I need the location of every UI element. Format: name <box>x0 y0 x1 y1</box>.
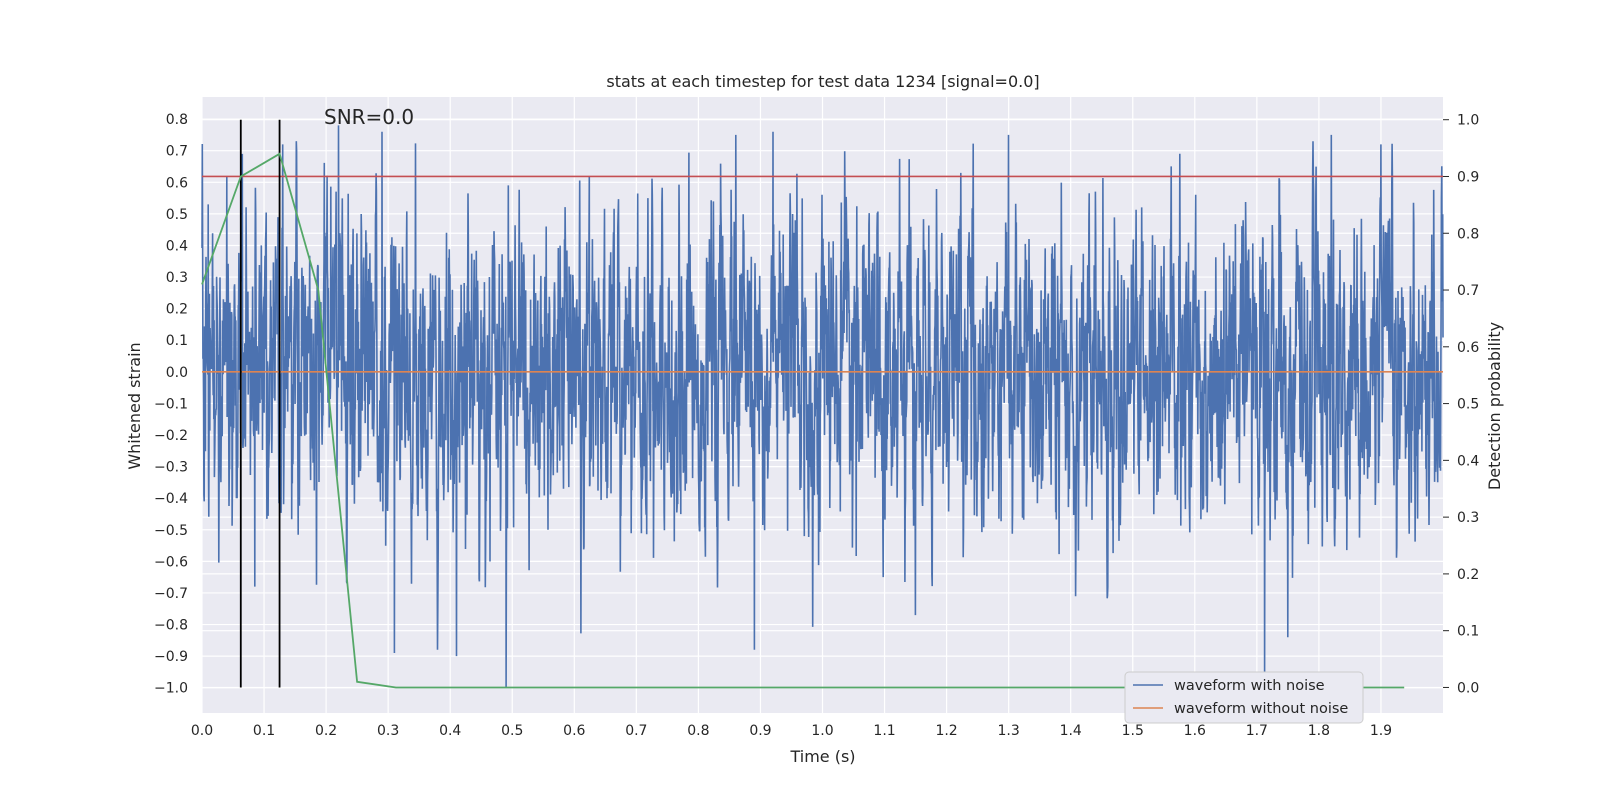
y2-tick-label: 0.6 <box>1457 340 1479 356</box>
y-tick-label: −0.2 <box>154 428 188 444</box>
y2-tick-label: 0.1 <box>1457 624 1479 640</box>
noisy-waveform-line <box>201 125 1444 688</box>
x-tick-label: 1.8 <box>1308 723 1330 739</box>
y-tick-label: 0.5 <box>166 207 188 223</box>
y2-tick-label: 1.0 <box>1457 113 1479 129</box>
y2-tick-label: 0.8 <box>1457 226 1479 242</box>
y2-tick-label: 0.0 <box>1457 680 1479 696</box>
y-tick-label: 0.0 <box>166 365 188 381</box>
y-tick-label: −0.1 <box>154 396 188 412</box>
x-tick-label: 0.4 <box>439 723 461 739</box>
y-axis-label: Whitened strain <box>125 342 144 469</box>
y-tick-label: −1.0 <box>154 681 188 697</box>
y-tick-label: −0.8 <box>154 618 188 634</box>
y-tick-label: 0.1 <box>166 333 188 349</box>
y-tick-label: 0.7 <box>166 144 188 160</box>
y-tick-labels: 0.8 0.7 0.6 0.5 0.4 0.3 0.2 0.1 0.0 −0.1 −0.2 −0.3 −… <box>154 112 188 697</box>
x-tick-label: 0.2 <box>315 723 337 739</box>
x-tick-label: 1.4 <box>1060 723 1082 739</box>
x-tick-label: 1.2 <box>935 723 957 739</box>
x-tick-label: 0.3 <box>377 723 399 739</box>
x-tick-labels: 0.0 0.1 0.2 0.3 0.4 0.5 0.6 0.7 0.8 0.9 1.0 1.1 1.2 1… <box>191 723 1392 739</box>
legend-label-clean: waveform without noise <box>1174 701 1348 717</box>
series-waveform-with-noise <box>201 125 1444 688</box>
x-tick-label: 1.9 <box>1370 723 1392 739</box>
y2-tick-label: 0.4 <box>1457 453 1479 469</box>
x-axis-label: Time (s) <box>789 747 855 766</box>
y-tick-label: −0.4 <box>154 491 188 507</box>
x-tick-label: 1.1 <box>873 723 895 739</box>
y-tick-label: 0.3 <box>166 270 188 286</box>
x-tick-label: 0.7 <box>625 723 647 739</box>
x-tick-label: 0.9 <box>749 723 771 739</box>
probability-line <box>201 152 1405 689</box>
peak-markers <box>239 119 281 688</box>
y2-tick-label: 0.5 <box>1457 397 1479 413</box>
series-detection-probability <box>201 152 1405 689</box>
x-tick-label: 0.1 <box>253 723 275 739</box>
x-tick-label: 0.5 <box>501 723 523 739</box>
y-tick-label: −0.7 <box>154 586 188 602</box>
x-tick-label: 1.0 <box>811 723 833 739</box>
chart-title: stats at each timestep for test data 123… <box>606 72 1039 91</box>
y2-tick-labels: 1.0 0.9 0.8 0.7 0.6 0.5 0.4 0.3 0.2 0.1 0.0 <box>1443 113 1479 696</box>
x-tick-label: 1.3 <box>998 723 1020 739</box>
y2-tick-label: 0.2 <box>1457 567 1479 583</box>
x-tick-label: 1.5 <box>1122 723 1144 739</box>
y-tick-label: 0.2 <box>166 302 188 318</box>
legend-box <box>1124 671 1364 724</box>
x-tick-label: 0.8 <box>687 723 709 739</box>
x-tick-label: 0.0 <box>191 723 213 739</box>
y-tick-label: 0.4 <box>166 238 188 254</box>
y-tick-label: −0.5 <box>154 523 188 539</box>
legend: waveform with noise waveform without noi… <box>1124 671 1364 724</box>
x-tick-label: 1.6 <box>1184 723 1206 739</box>
legend-label-noisy: waveform with noise <box>1174 678 1325 694</box>
x-tick-label: 0.6 <box>563 723 585 739</box>
y2-tick-label: 0.9 <box>1457 169 1479 185</box>
y2-tick-label: 0.7 <box>1457 283 1479 299</box>
y-tick-label: 0.6 <box>166 175 188 191</box>
y-tick-label: −0.6 <box>154 554 188 570</box>
y2-tick-label: 0.3 <box>1457 510 1479 526</box>
y-tick-label: −0.9 <box>154 649 188 665</box>
y-tick-label: 0.8 <box>166 112 188 128</box>
x-tick-label: 1.7 <box>1246 723 1268 739</box>
y2-axis-label: Detection probability <box>1485 322 1504 490</box>
snr-annotation: SNR=0.0 <box>324 105 414 129</box>
y-tick-label: −0.3 <box>154 460 188 476</box>
